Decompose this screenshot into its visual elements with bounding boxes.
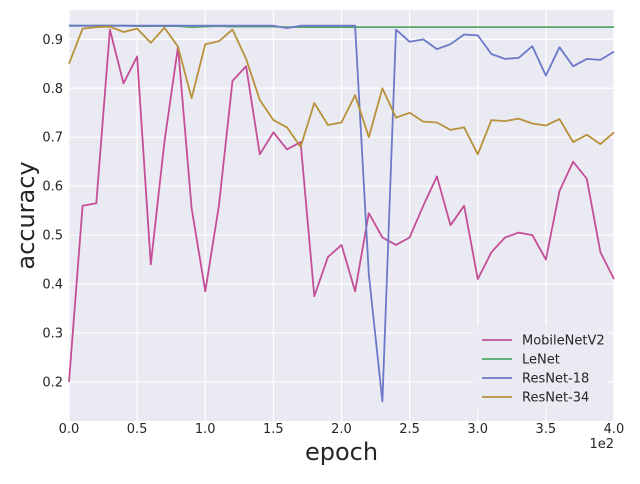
- legend-background: [472, 324, 608, 410]
- y-tick-label: 0.3: [42, 326, 63, 341]
- x-tick-label: 2.0: [331, 422, 352, 437]
- y-tick-label: 0.2: [42, 375, 63, 390]
- x-tick-labels: 0.0 0.5 1.0 1.5 2.0 2.5 3.0 3.5 4.0: [59, 422, 625, 437]
- x-tick-label: 1.0: [195, 422, 216, 437]
- series-lines: [68, 24, 615, 403]
- legend-label-resnet-34: ResNet-34: [522, 391, 589, 406]
- y-tick-label: 0.4: [42, 278, 63, 293]
- y-axis-label: accuracy: [12, 161, 40, 269]
- y-tick-label: 0.6: [42, 180, 63, 195]
- legend-label-mobilenetv2: MobileNetV2: [522, 334, 605, 349]
- x-tick-label: 4.0: [604, 422, 625, 437]
- series-line-resnet-18: [69, 24, 615, 403]
- x-axis-label: epoch: [305, 438, 378, 466]
- y-tick-label: 0.8: [42, 82, 63, 97]
- y-tick-labels: 0.2 0.3 0.4 0.5 0.6 0.7 0.8 0.9: [42, 33, 63, 391]
- y-tick-label: 0.7: [42, 131, 63, 146]
- legend-label-lenet: LeNet: [522, 353, 560, 368]
- y-tick-label: 0.5: [42, 229, 63, 244]
- y-tick-label: 0.9: [42, 33, 63, 48]
- series-line-resnet-34: [68, 25, 615, 156]
- x-tick-label: 3.0: [467, 422, 488, 437]
- legend: MobileNetV2 LeNet ResNet-18 ResNet-34: [472, 324, 608, 410]
- x-tick-label: 1.5: [263, 422, 284, 437]
- x-tick-label: 3.5: [536, 422, 557, 437]
- legend-label-resnet-18: ResNet-18: [522, 372, 589, 387]
- x-offset-label: 1e2: [589, 437, 614, 452]
- x-tick-label: 2.5: [399, 422, 420, 437]
- series-line-mobilenetv2: [68, 28, 615, 382]
- x-tick-label: 0.5: [127, 422, 148, 437]
- x-tick-label: 0.0: [59, 422, 80, 437]
